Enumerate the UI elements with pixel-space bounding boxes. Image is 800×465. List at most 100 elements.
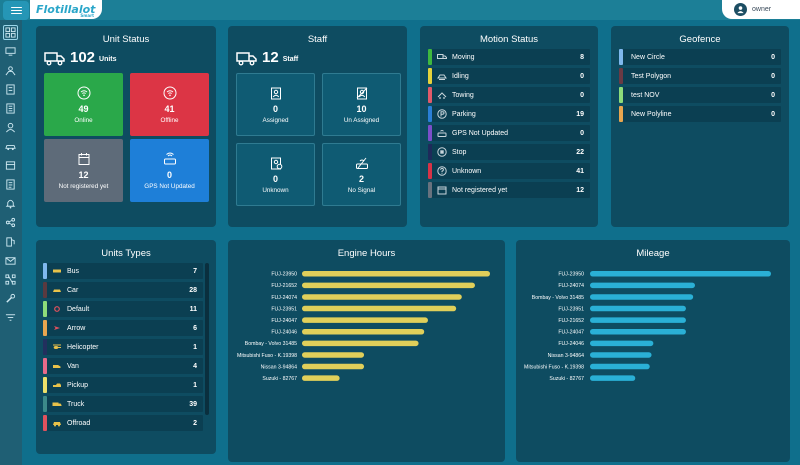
geofence-row[interactable]: test NOV 0	[619, 87, 781, 103]
gps-icon	[436, 128, 447, 139]
staff-count-value: 12	[262, 49, 279, 66]
sidebar-item-notebook[interactable]	[3, 82, 18, 97]
status-label: Not registered yet	[452, 186, 508, 194]
type-value: 1	[193, 343, 197, 351]
geofence-row[interactable]: Test Polygon 0	[619, 68, 781, 84]
motion-row-gps-not-updated[interactable]: GPS Not Updated 0	[428, 125, 590, 141]
unit-type-row-truck[interactable]: Truck 39	[43, 396, 203, 412]
bar[interactable]	[590, 271, 771, 277]
user-menu[interactable]: owner	[722, 0, 800, 19]
unit-type-row-car[interactable]: Car 28	[43, 282, 203, 298]
status-label: GPS Not Updated	[452, 129, 509, 137]
bar[interactable]	[302, 317, 428, 323]
unit-status-title: Unit Status	[102, 34, 150, 45]
status-label: Idling	[452, 72, 469, 80]
report-icon	[6, 103, 15, 114]
status-label: Parking	[452, 110, 476, 118]
bar[interactable]	[590, 329, 686, 335]
sidebar-item-share[interactable]	[3, 215, 18, 230]
geofence-label: New Circle	[631, 53, 665, 61]
bar[interactable]	[302, 305, 457, 312]
online-tile[interactable]: 49 Online	[44, 73, 123, 136]
bar[interactable]	[302, 271, 490, 277]
geofence-row[interactable]: New Polyline 0	[619, 106, 781, 122]
list-scrollbar[interactable]	[205, 263, 209, 415]
sidebar-item-monitor[interactable]	[3, 44, 18, 59]
unknown-staff-label: Unknown	[262, 186, 289, 194]
unit-type-row-helicopter[interactable]: Helicopter 1	[43, 339, 203, 355]
bar[interactable]	[302, 282, 475, 289]
sidebar-item-network[interactable]	[3, 272, 18, 287]
unit-type-row-arrow[interactable]: Arrow 6	[43, 320, 203, 336]
no-signal-tile[interactable]: 2 No Signal	[322, 143, 401, 206]
sidebar-item-alerts[interactable]	[3, 196, 18, 211]
bar-label: FUJ-24074	[271, 295, 297, 301]
monitor-icon	[5, 47, 16, 56]
sidebar-item-route[interactable]	[3, 63, 18, 78]
sidebar-item-report[interactable]	[3, 101, 18, 116]
motion-row-moving[interactable]: Moving 8	[428, 49, 590, 65]
bar[interactable]	[590, 282, 695, 289]
motion-row-parking[interactable]: Parking 19	[428, 106, 590, 122]
type-value: 39	[189, 400, 197, 408]
bar-label: FUJ-24046	[558, 341, 584, 347]
type-value: 11	[189, 305, 197, 313]
motion-row-idling[interactable]: Idling 0	[428, 68, 590, 84]
not-registered-tile[interactable]: 12 Not registered yet	[44, 139, 123, 202]
motion-row-stop[interactable]: Stop 22	[428, 144, 590, 160]
motion-row-towing[interactable]: Towing 0	[428, 87, 590, 103]
bar[interactable]	[590, 340, 654, 347]
sidebar-item-maintenance[interactable]	[3, 291, 18, 306]
unit-type-row-bus[interactable]: Bus 7	[43, 263, 203, 279]
unit-type-row-pickup[interactable]: Pickup 1	[43, 377, 203, 393]
bus-icon	[51, 266, 62, 277]
sidebar-item-inventory[interactable]	[3, 158, 18, 173]
motion-row-not-registered[interactable]: Not registered yet 12	[428, 182, 590, 198]
status-color-bar	[428, 106, 432, 122]
truck-icon	[51, 399, 62, 410]
bar[interactable]	[302, 363, 365, 370]
unassigned-icon	[356, 87, 367, 99]
motion-status-title: Motion Status	[479, 34, 539, 45]
bar[interactable]	[302, 375, 340, 381]
sidebar-item-dashboard[interactable]	[3, 25, 18, 40]
parking-icon	[436, 109, 447, 120]
bar-label: FUJ-23951	[271, 306, 297, 312]
gps-not-updated-tile[interactable]: 0 GPS Not Updated	[130, 139, 209, 202]
sidebar-item-person[interactable]	[3, 120, 18, 135]
bar[interactable]	[302, 329, 425, 335]
sidebar-item-fuel[interactable]	[3, 234, 18, 249]
gps-not-updated-label: GPS Not Updated	[144, 182, 195, 190]
fuel-icon	[6, 237, 15, 247]
online-value: 49	[78, 103, 89, 114]
idle-icon	[436, 71, 447, 82]
logo[interactable]: Flotillalot Smart	[30, 0, 102, 19]
bar[interactable]	[590, 317, 686, 323]
unit-type-row-offroad[interactable]: Offroad 2	[43, 415, 203, 431]
unknown-staff-tile[interactable]: 0 Unknown	[236, 143, 315, 206]
sidebar-item-list[interactable]	[3, 177, 18, 192]
motion-row-unknown[interactable]: Unknown 41	[428, 163, 590, 179]
unit-count-label: Units	[99, 55, 117, 63]
bar[interactable]	[302, 294, 462, 300]
sidebar-item-car[interactable]	[3, 139, 18, 154]
offline-tile[interactable]: 41 Offline	[130, 73, 209, 136]
sidebar-item-filter[interactable]	[3, 310, 18, 325]
unassigned-tile[interactable]: 10 Un Assigned	[322, 73, 401, 136]
bar[interactable]	[302, 340, 419, 347]
geofence-title: Geofence	[679, 34, 721, 45]
unit-type-row-default[interactable]: Default 11	[43, 301, 203, 317]
sidebar-item-mail[interactable]	[3, 253, 18, 268]
type-label: Offroad	[67, 419, 91, 427]
assigned-tile[interactable]: 0 Assigned	[236, 73, 315, 136]
bar[interactable]	[590, 363, 650, 370]
bar[interactable]	[590, 294, 694, 300]
type-label: Default	[67, 305, 90, 313]
geofence-row[interactable]: New Circle 0	[619, 49, 781, 65]
menu-toggle-button[interactable]	[3, 1, 29, 20]
bar[interactable]	[302, 352, 365, 358]
bar[interactable]	[590, 352, 652, 358]
bar[interactable]	[590, 305, 686, 312]
bar[interactable]	[590, 375, 636, 381]
unit-type-row-van[interactable]: Van 4	[43, 358, 203, 374]
